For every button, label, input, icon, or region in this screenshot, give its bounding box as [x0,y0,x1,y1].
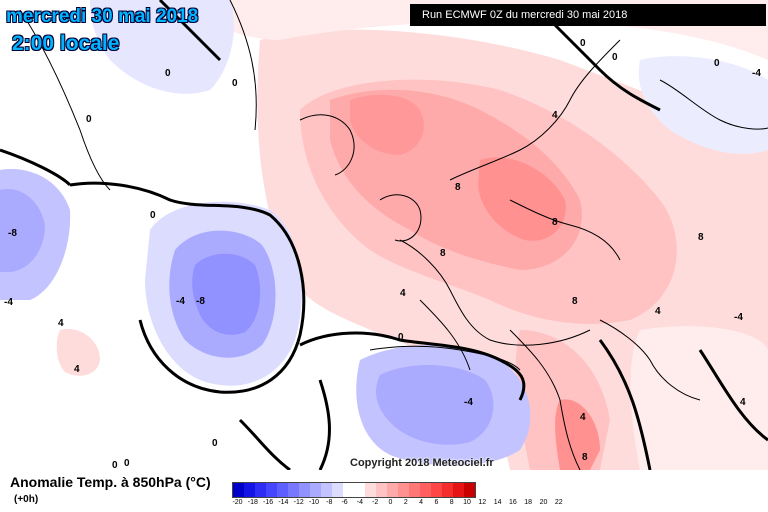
contour-label: 0 [580,38,586,49]
color-swatch [233,483,244,497]
legend-subtitle: (+0h) [14,494,39,505]
contour-label: 4 [74,364,80,375]
copyright-label: Copyright 2018 Meteociel.fr [350,457,494,469]
color-swatch [321,483,332,497]
color-swatch [354,483,365,497]
contour-label: 8 [440,248,446,259]
coastlines [19,0,768,470]
color-swatch [409,483,420,497]
contour-label: -4 [176,296,185,307]
contour-label: 0 [398,332,404,343]
contour-label: -4 [734,312,743,323]
forecast-date: mercredi 30 mai 2018 [6,6,199,27]
color-scale-tick: -2 [372,499,379,506]
contour-label: 4 [58,318,64,329]
color-swatch [398,483,409,497]
color-scale-tick: -12 [293,499,304,506]
contour-label: 0 [612,52,618,63]
color-scale-ticks: -20 -18 -16 -14 -12 -10 -8 -6 -4 -2 0 2 4 6 8 10 12 14 16 1… [232,499,574,509]
color-swatch [266,483,277,497]
contour-label: 0 [86,114,92,125]
anomaly-map: 0 0 0 0 0 0 0 0 0 0 0 4 4 4 4 4 -4 -4 -4… [0,0,768,470]
contour-label: -8 [196,296,205,307]
color-scale-tick: -14 [278,499,289,506]
zero-contours [0,0,768,470]
color-scale-tick: 4 [419,499,424,506]
color-swatch [442,483,453,497]
contour-label: 4 [740,397,746,408]
color-scale-tick: -4 [356,499,364,506]
contour-label: -4 [4,297,13,308]
color-swatch [299,483,310,497]
color-swatch [365,483,376,497]
color-scale-tick: 6 [434,499,439,506]
color-scale-tick: 12 [478,499,487,506]
legend-title: Anomalie Temp. à 850hPa (°C) [10,474,211,490]
color-swatch [420,483,431,497]
forecast-time: 2:00 locale [12,32,120,55]
contour-label: 0 [212,438,218,449]
contour-label: 0 [124,458,130,469]
color-swatch [464,483,475,497]
color-swatch [376,483,387,497]
color-swatch [244,483,255,497]
contour-labels: 0 0 0 0 0 0 0 0 0 0 0 4 4 4 4 4 -4 -4 -4… [4,38,761,470]
color-swatch [310,483,321,497]
color-scale-tick: 10 [463,499,471,506]
color-scale-tick: 16 [508,499,517,506]
color-scale-tick: -8 [326,499,333,506]
contour-label: 8 [582,452,588,463]
color-scale-tick: -16 [263,499,274,506]
contour-label: 8 [698,232,704,243]
model-run-label: Run ECMWF 0Z du mercredi 30 mai 2018 [410,4,766,26]
color-swatch [453,483,464,497]
color-scale-tick: 2 [403,499,408,506]
color-swatch [431,483,442,497]
color-swatch [255,483,266,497]
color-scale-tick: 20 [539,499,548,506]
color-swatch [387,483,398,497]
contour-label: -4 [752,68,761,79]
color-scale-tick: -10 [308,499,320,506]
contour-label: -4 [464,397,473,408]
contour-label: 0 [112,460,118,470]
color-scale-tick: 22 [554,499,563,506]
contour-label: 4 [655,306,661,317]
color-scale [232,482,476,498]
contour-label: 0 [150,210,156,221]
contour-label: 4 [552,110,558,121]
color-scale-tick: -20 [232,499,243,506]
contour-label: 8 [552,217,558,228]
contour-label: 0 [165,68,171,79]
contour-label: -8 [8,228,17,239]
color-swatch [288,483,299,497]
contour-label: 0 [232,78,238,89]
color-scale-tick: 14 [493,499,502,506]
color-swatch [343,483,354,497]
legend-panel: Anomalie Temp. à 850hPa (°C) (+0h) -20 -1… [0,470,768,512]
color-swatch [277,483,288,497]
anomaly-fields [0,0,768,470]
contour-label: 4 [400,288,406,299]
color-scale-tick: 8 [449,499,454,506]
contour-label: 4 [580,412,586,423]
contour-label: 8 [455,182,461,193]
color-scale-tick: -6 [341,499,348,506]
contour-label: 8 [572,296,578,307]
color-swatch [332,483,343,497]
contour-label: 0 [714,58,720,69]
color-scale-tick: 0 [388,499,393,506]
color-scale-tick: 18 [524,499,533,506]
color-scale-tick: -18 [247,499,258,506]
